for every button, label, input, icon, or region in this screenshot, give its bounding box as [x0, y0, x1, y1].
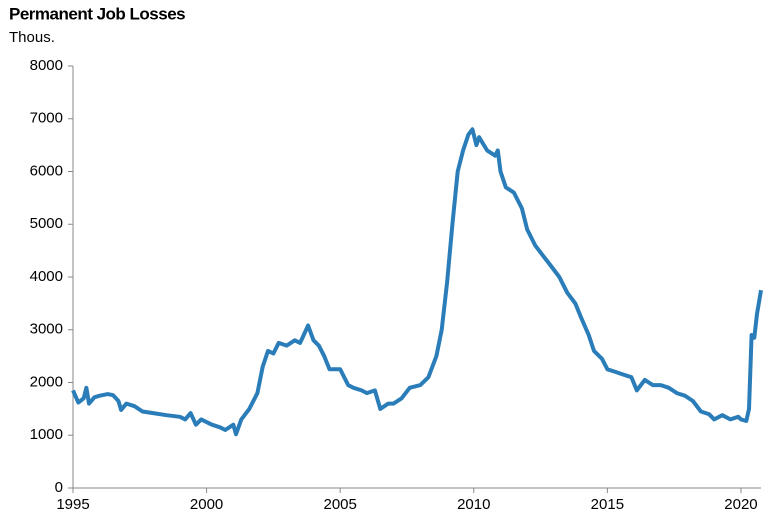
y-tick-label: 8000 [30, 57, 63, 74]
y-tick-label: 6000 [30, 162, 63, 179]
x-tick-label: 2015 [591, 496, 624, 513]
y-tick-label: 0 [55, 479, 63, 496]
chart-title: Permanent Job Losses [9, 4, 185, 23]
x-tick-label: 2020 [724, 496, 757, 513]
chart-subtitle: Thous. [9, 29, 55, 46]
y-tick-label: 5000 [30, 215, 63, 232]
x-tick-label: 2010 [457, 496, 490, 513]
y-tick-label: 1000 [30, 426, 63, 443]
data-line [71, 127, 763, 437]
y-tick-label: 2000 [30, 373, 63, 390]
x-tick-label: 1995 [56, 496, 89, 513]
y-tick-label: 3000 [30, 321, 63, 338]
y-tick-label: 7000 [30, 110, 63, 127]
x-tick-label: 2005 [323, 496, 356, 513]
x-tick-label: 2000 [190, 496, 223, 513]
y-tick-label: 4000 [30, 268, 63, 285]
